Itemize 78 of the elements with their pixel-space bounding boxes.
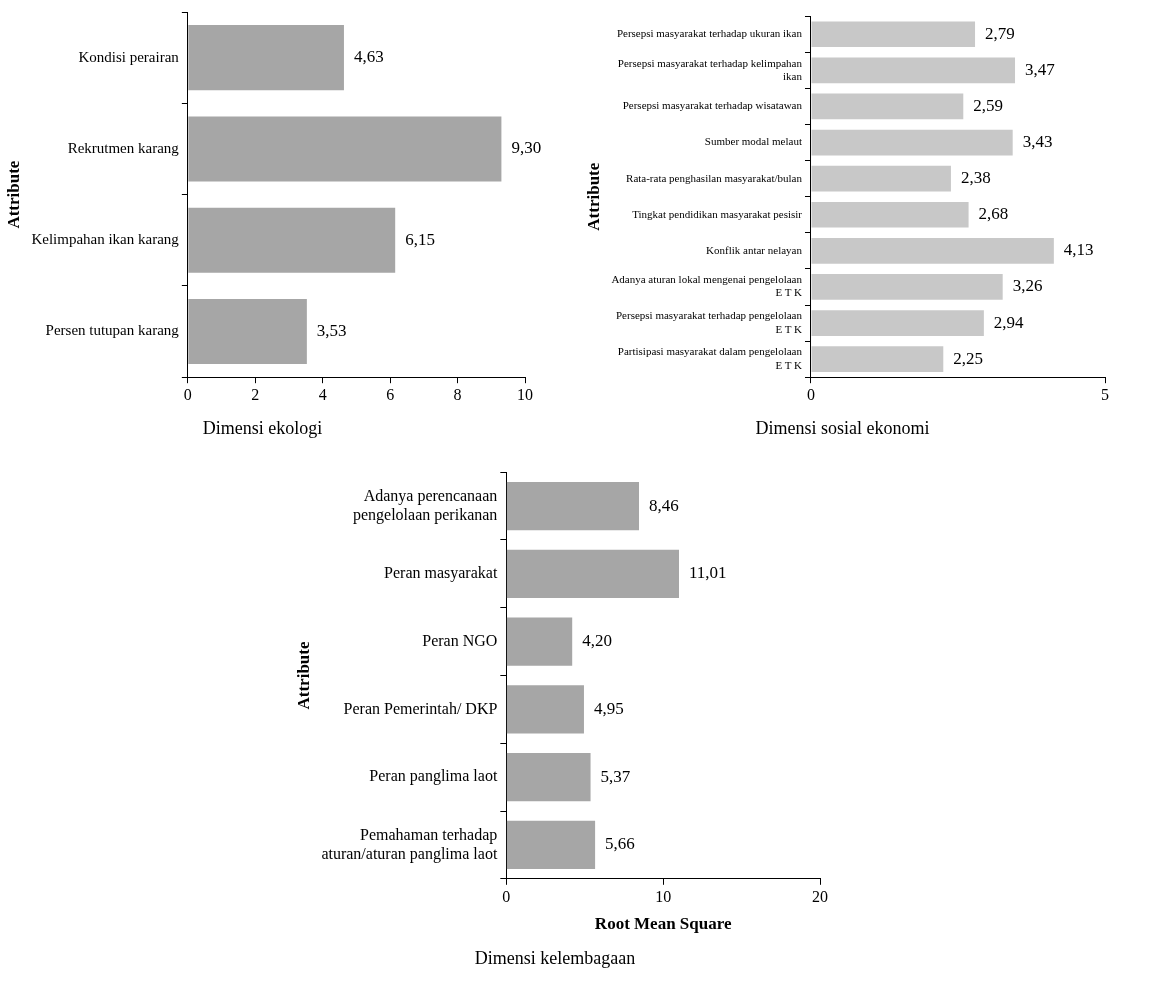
x-tick-label: 10: [655, 887, 672, 905]
bar: [811, 310, 984, 336]
data-label: 4,63: [353, 47, 384, 67]
bar: [506, 617, 573, 666]
bar: [811, 201, 969, 228]
data-label: 2,38: [960, 168, 991, 188]
x-tick-label: 5: [1101, 386, 1109, 403]
data-label: 3,47: [1025, 59, 1056, 79]
y-tick-label: Peran masyarakat: [384, 564, 498, 583]
bar: [506, 820, 596, 870]
x-tick-label: 2: [251, 386, 260, 403]
data-label: 3,43: [1022, 132, 1053, 152]
data-label: 2,94: [993, 312, 1025, 332]
bar: [811, 165, 951, 192]
y-tick-label: Peran Pemerintah/ DKP: [343, 699, 498, 717]
data-label: 4,95: [593, 698, 624, 718]
y-tick-label: Kondisi perairan: [78, 48, 180, 65]
y-axis-title: Attribute: [293, 641, 313, 710]
x-axis-title: Root Mean Square: [594, 913, 732, 933]
y-tick-label: Peran NGO: [422, 631, 498, 649]
y-tick-label: Adanya aturan lokal mengenai pengelolaan E T K: [611, 273, 803, 299]
bar: [506, 481, 640, 531]
y-tick-label: Persepsi masyarakat terhadap kelimpahan ikan: [617, 56, 803, 82]
x-tick-label: 4: [318, 386, 327, 403]
data-label: 3,53: [316, 321, 347, 341]
y-tick-label: Rekrutmen karang: [67, 139, 180, 156]
bar: [188, 299, 307, 365]
y-tick-label: Kelimpahan ikan karang: [31, 231, 180, 248]
bar: [811, 57, 1016, 84]
x-tick-label: 0: [806, 386, 815, 403]
bar: [506, 549, 680, 598]
y-tick-label: Peran panglima laot: [369, 767, 498, 786]
bar: [811, 346, 944, 373]
data-label: 4,20: [582, 631, 612, 651]
y-axis-title: Attribute: [583, 162, 603, 231]
y-tick-label: Persen tutupan karang: [45, 322, 180, 339]
text: Dimensi ekologi: [202, 417, 323, 438]
bar: [188, 116, 502, 182]
y-tick-label: Adanya perencanaan pengelolaan perikanan: [352, 486, 498, 524]
data-label: 2,79: [985, 23, 1015, 43]
y-tick-label: Rata-rata penghasilan masyarakat/bulan: [626, 171, 803, 184]
bar: [506, 753, 591, 802]
text: Dimensi kelembagaan: [474, 947, 636, 968]
y-tick-label: Tingkat pendidikan masyarakat pesisir: [632, 207, 803, 220]
bar: [811, 274, 1003, 300]
data-label: 11,01: [689, 563, 727, 583]
bar: [811, 21, 976, 48]
x-tick-label: 10: [517, 386, 533, 403]
y-tick-label: Persepsi masyarakat terhadap ukuran ikan: [616, 27, 803, 40]
bar: [811, 93, 964, 120]
data-label: 2,59: [973, 95, 1004, 115]
y-tick-label: Konflik antar nelayan: [706, 243, 803, 256]
x-tick-label: 20: [812, 887, 828, 905]
text: Dimensi sosial ekonomi: [755, 417, 930, 438]
y-tick-label: Sumber modal melaut: [704, 135, 802, 148]
data-label: 4,13: [1063, 240, 1094, 260]
x-tick-label: 6: [386, 386, 395, 403]
data-label: 2,68: [978, 204, 1009, 224]
y-tick-label: Persepsi masyarakat terhadap pengelolaan E T K: [615, 309, 803, 335]
x-tick-label: 0: [183, 386, 192, 403]
bar: [188, 25, 344, 91]
y-tick-label: Partisipasi masyarakat dalam pengelolaan E T K: [617, 345, 803, 371]
data-label: 6,15: [405, 229, 435, 249]
data-label: 5,66: [605, 834, 635, 854]
data-label: 8,46: [649, 495, 679, 515]
y-axis-title: Attribute: [3, 160, 23, 229]
data-label: 9,30: [511, 138, 542, 158]
bar: [188, 207, 396, 273]
bar: [811, 237, 1054, 264]
bar: [506, 685, 584, 734]
y-tick-label: Persepsi masyarakat terhadap wisatawan: [622, 99, 803, 112]
bar: [811, 129, 1013, 156]
data-label: 3,26: [1012, 276, 1043, 296]
x-tick-label: 8: [453, 386, 462, 403]
data-label: 5,37: [600, 766, 631, 786]
y-tick-label: Pemahaman terhadap aturan/aturan panglima laot: [321, 825, 498, 863]
data-label: 2,25: [953, 348, 984, 368]
x-tick-label: 0: [502, 887, 511, 905]
